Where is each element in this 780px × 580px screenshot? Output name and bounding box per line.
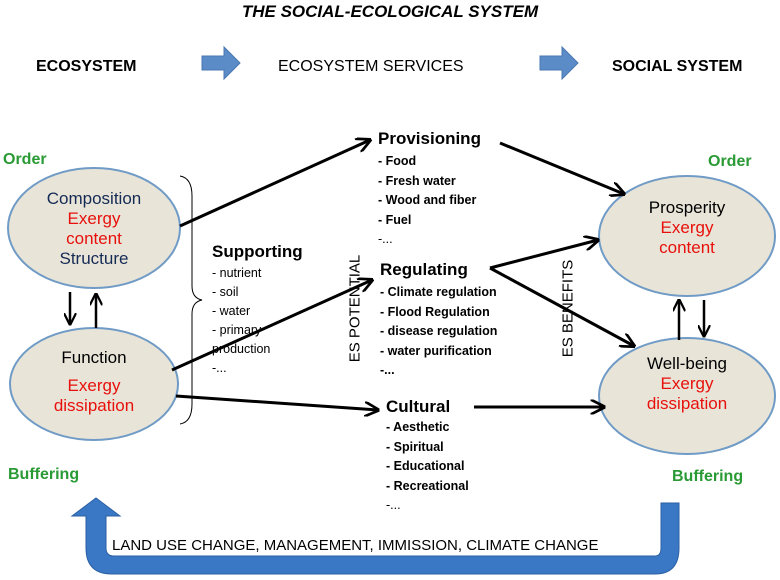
prosperity-node: Prosperity Exergy content — [607, 198, 767, 258]
cultural-item: -... — [386, 498, 401, 512]
arrow-provisioning-to-prosperity — [499, 141, 624, 194]
arrow-regulating-to-prosperity — [489, 240, 598, 270]
function-ellipse — [9, 327, 179, 441]
arrow-function-to-cultural — [175, 394, 378, 410]
supporting-item: - soil — [212, 285, 239, 299]
cultural-item: - Educational — [386, 459, 465, 473]
regulating-title: Regulating — [380, 260, 468, 279]
cultural-title: Cultural — [386, 397, 451, 416]
cultural-item: - Aesthetic — [386, 420, 450, 434]
supporting-item: - nutrient — [212, 266, 262, 280]
supporting-items: - nutrient - soil - water - primary prod… — [212, 264, 270, 378]
regulating-item: - Flood Regulation — [380, 304, 490, 319]
wellbeing-label: Well-being — [646, 354, 727, 373]
provisioning-title: Provisioning — [378, 129, 481, 148]
composition-exergy: Exergy — [67, 209, 121, 228]
provisioning-item: - Wood and fiber — [378, 193, 477, 207]
es-potential-label: ES POTENTIAL — [346, 254, 364, 363]
prosperity-label: Prosperity — [648, 198, 726, 217]
composition-content: content — [66, 229, 122, 248]
left-order-label: Order — [3, 151, 47, 168]
regulating-item: - water purification — [380, 343, 492, 358]
function-exergy: Exergy — [67, 376, 121, 395]
provisioning-item: -... — [378, 232, 393, 246]
supporting-item: - primary — [212, 323, 262, 337]
supporting-item: -... — [212, 361, 227, 375]
regulating-item: - disease regulation — [380, 324, 498, 338]
prosperity-content: content — [659, 238, 715, 257]
wellbeing-ellipse — [598, 337, 776, 455]
regulating-item: - Climate regulation — [380, 285, 497, 299]
cultural-item: - Recreational — [386, 478, 469, 493]
function-node: Function Exergy dissipation — [14, 348, 174, 416]
arrow-regulating-to-wellbeing — [489, 266, 634, 346]
header-ecosystem-services: ECOSYSTEM SERVICES — [278, 58, 464, 75]
supporting-item: - water — [212, 304, 251, 318]
cultural-item: - Spiritual — [386, 439, 444, 454]
right-buffering-label: Buffering — [672, 468, 744, 485]
header-social-system: SOCIAL SYSTEM — [612, 58, 743, 75]
regulating-items: - Climate regulation - Flood Regulation … — [380, 283, 497, 381]
left-buffering-label: Buffering — [8, 466, 80, 483]
provisioning-items: - Food - Fresh water - Wood and fiber - … — [378, 152, 476, 250]
supporting-item: production — [212, 342, 271, 356]
feedback-label: LAND USE CHANGE, MANAGEMENT, IMMISSION, … — [112, 537, 599, 554]
feedback-arrow — [70, 497, 680, 575]
wellbeing-dissipation: dissipation — [646, 394, 728, 413]
header-ecosystem: ECOSYSTEM — [36, 58, 137, 75]
composition-label: Composition — [46, 189, 142, 208]
es-benefits-label: ES BENEFITS — [559, 259, 577, 358]
regulating-item: -... — [380, 363, 395, 377]
header-arrow-left — [201, 45, 241, 81]
wellbeing-node: Well-being Exergy dissipation — [607, 354, 767, 414]
provisioning-item: - Fresh water — [378, 173, 456, 188]
composition-node: Composition Exergy content Structure — [14, 189, 174, 269]
right-order-label: Order — [708, 153, 752, 170]
function-label: Function — [61, 348, 127, 367]
provisioning-item: - Food — [378, 154, 417, 168]
supporting-brace — [179, 175, 203, 425]
provisioning-item: - Fuel — [378, 212, 412, 227]
header-arrow-right — [539, 45, 579, 81]
prosperity-exergy: Exergy — [660, 218, 714, 237]
page-title: THE SOCIAL-ECOLOGICAL SYSTEM — [241, 2, 539, 21]
composition-structure: Structure — [59, 249, 129, 268]
supporting-title: Supporting — [212, 242, 303, 261]
arrow-composition-to-provisioning — [179, 140, 370, 228]
cultural-items: - Aesthetic - Spiritual - Educational - … — [386, 418, 469, 516]
composition-ellipse — [7, 167, 181, 289]
arrow-function-to-regulating — [171, 280, 372, 372]
wellbeing-exergy: Exergy — [660, 374, 714, 393]
function-dissipation: dissipation — [53, 396, 135, 415]
